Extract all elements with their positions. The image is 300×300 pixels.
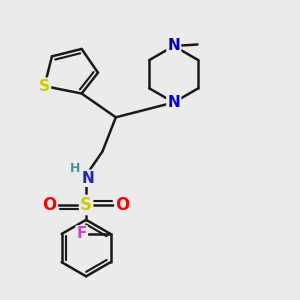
Text: S: S [39, 79, 50, 94]
Text: H: H [70, 162, 80, 175]
Text: O: O [42, 196, 57, 214]
Text: N: N [167, 95, 180, 110]
Text: F: F [76, 226, 87, 242]
Text: O: O [116, 196, 130, 214]
Text: N: N [167, 38, 180, 53]
Text: N: N [81, 171, 94, 186]
Text: S: S [80, 196, 92, 214]
